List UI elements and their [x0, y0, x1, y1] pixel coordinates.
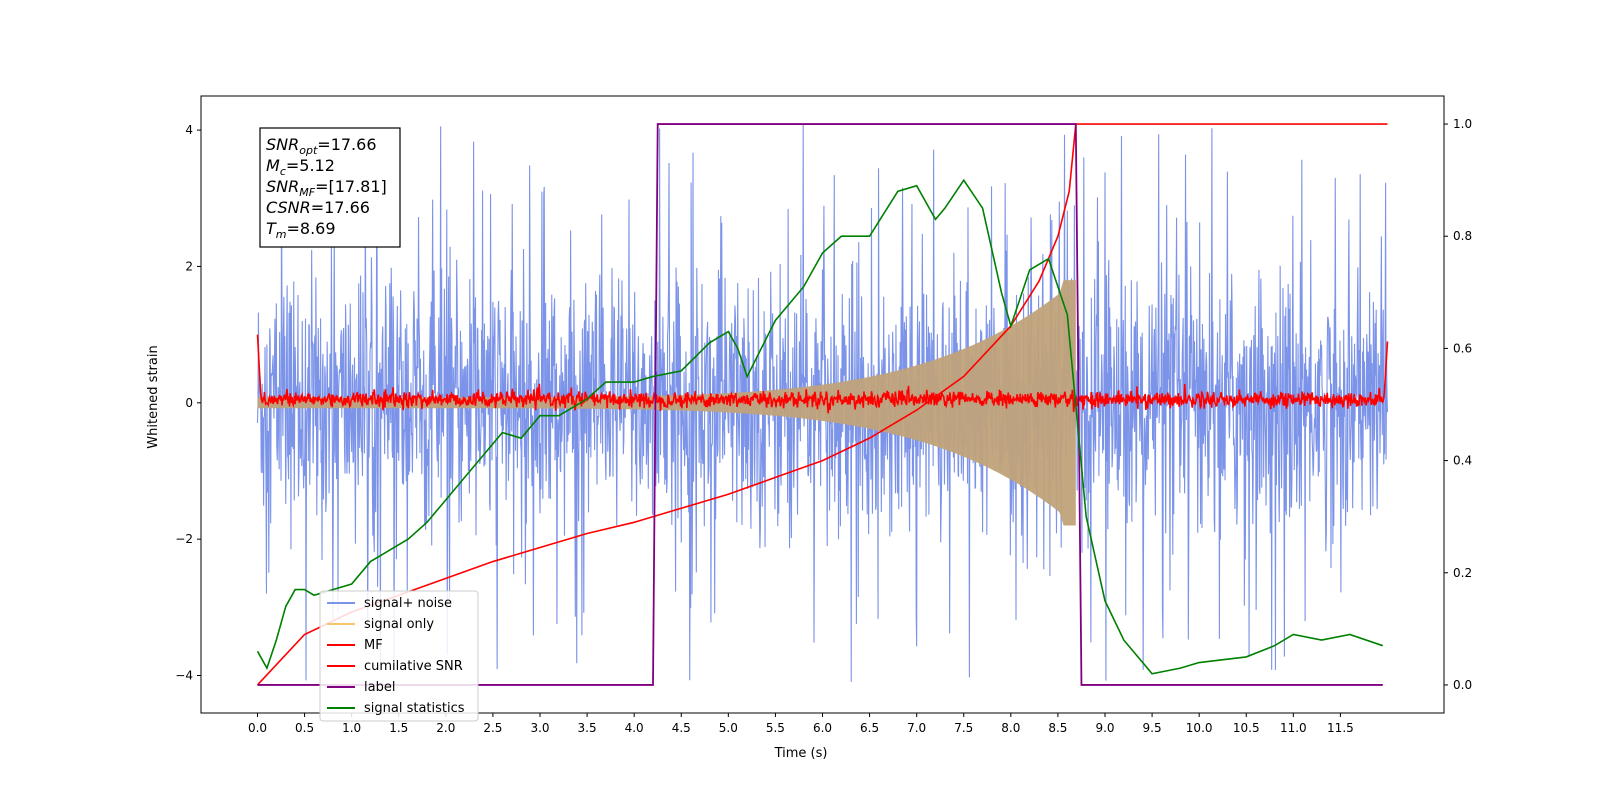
- x-tick-label: 4.0: [625, 721, 644, 735]
- annotation-line: CSNR=17.66: [266, 198, 370, 217]
- y-right-tick-label: 0.2: [1453, 566, 1472, 580]
- mf-line: [256, 334, 1389, 414]
- x-tick-label: 9.0: [1095, 721, 1114, 735]
- annotation-line: SNRMF=[17.81]: [266, 177, 387, 199]
- plot-area: [256, 123, 1389, 686]
- legend: signal+ noise signal only MF cumilative SNR…: [319, 590, 479, 722]
- x-tick-label: 8.0: [1001, 721, 1020, 735]
- y-right-tick-label: 0.0: [1453, 678, 1472, 692]
- legend-label: cumilative SNR: [364, 659, 463, 674]
- annotation-box: SNRopt=17.66Mc=5.12SNRMF=[17.81]CSNR=17.…: [259, 127, 401, 248]
- x-tick-label: 9.5: [1143, 721, 1162, 735]
- x-tick-label: 8.5: [1048, 721, 1067, 735]
- y-left-tick-label: 2: [185, 259, 193, 273]
- legend-label: signal only: [364, 617, 434, 632]
- x-tick-label: 1.0: [342, 721, 361, 735]
- x-tick-label: 11.0: [1280, 721, 1307, 735]
- y-right-tick-label: 0.4: [1453, 454, 1472, 468]
- x-tick-label: 7.0: [907, 721, 926, 735]
- x-tick-label: 2.5: [483, 721, 502, 735]
- y-right-tick-label: 1.0: [1453, 117, 1472, 131]
- x-axis-label: Time (s): [774, 746, 828, 761]
- y-right-tick-label: 0.6: [1453, 341, 1472, 355]
- y-left-tick-label: 0: [185, 396, 193, 410]
- x-tick-label: 3.5: [578, 721, 597, 735]
- x-tick-label: 10.5: [1233, 721, 1260, 735]
- x-tick-label: 6.5: [860, 721, 879, 735]
- annotation-line: SNRopt=17.66: [266, 135, 377, 157]
- y-left-tick-label: −2: [175, 532, 193, 546]
- x-tick-label: 5.5: [766, 721, 785, 735]
- legend-label: signal+ noise: [364, 596, 452, 611]
- legend-frame: [319, 590, 479, 722]
- x-tick-label: 7.5: [954, 721, 973, 735]
- legend-label: signal statistics: [364, 701, 465, 716]
- y-axis-label: Whitened strain: [146, 345, 161, 448]
- x-tick-label: 1.5: [389, 721, 408, 735]
- y-left-tick-label: 4: [185, 123, 193, 137]
- legend-label: MF: [364, 638, 383, 653]
- x-tick-label: 6.0: [813, 721, 832, 735]
- x-tick-label: 11.5: [1327, 721, 1354, 735]
- y-right-tick-label: 0.8: [1453, 229, 1472, 243]
- legend-label: label: [364, 680, 395, 695]
- x-tick-label: 3.0: [530, 721, 549, 735]
- signal-only-area: [257, 280, 1076, 526]
- x-tick-label: 2.0: [436, 721, 455, 735]
- annotation-line: Mc=5.12: [266, 156, 335, 178]
- axes: 0.0 0.5 1.0 1.5 2.0 2.5 3.0 3.5 4.0 4.5 5.0 5.5 6.0 6…: [175, 95, 1472, 735]
- annotation-frame: [259, 127, 401, 248]
- x-tick-label: 4.5: [672, 721, 691, 735]
- label-line: [257, 123, 1383, 686]
- y-left-tick-label: −4: [175, 669, 193, 683]
- x-tick-label: 0.0: [248, 721, 267, 735]
- annotation-line: Tm=8.69: [266, 219, 336, 241]
- x-tick-label: 5.0: [719, 721, 738, 735]
- signal-statistics-line: [256, 178, 1384, 675]
- x-tick-label: 10.0: [1186, 721, 1213, 735]
- x-tick-label: 0.5: [295, 721, 314, 735]
